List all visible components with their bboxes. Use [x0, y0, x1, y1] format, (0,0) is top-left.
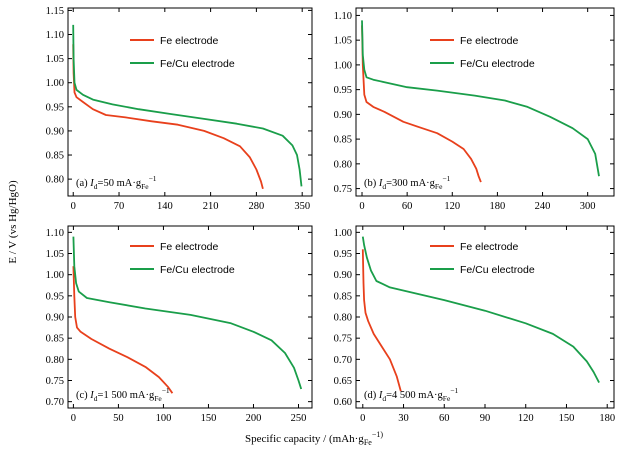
y-tick-label: 1.10	[334, 11, 352, 22]
y-tick-label: 0.90	[334, 110, 352, 121]
y-tick-label: 0.70	[334, 355, 352, 366]
series-line-fecu	[361, 236, 600, 384]
y-tick-label: 0.90	[334, 270, 352, 281]
y-tick-label: 0.95	[334, 85, 352, 96]
y-tick-label: 1.10	[46, 30, 64, 41]
panel-1: 0 60 120 180 240 300 0.75 0.80 0.85 0.90 0.95 1.00 1…	[334, 7, 615, 212]
series-line-fecu	[72, 236, 303, 390]
x-tick-label: 60	[439, 413, 450, 424]
y-tick-label: 1.05	[46, 54, 64, 65]
y-tick-label: 0.75	[334, 184, 352, 195]
y-tick-label: 0.80	[334, 159, 352, 170]
legend-label: Fe/Cu electrode	[460, 264, 535, 276]
series-line-fe	[72, 44, 264, 190]
x-tick-label: 0	[360, 413, 365, 424]
x-tick-label: 280	[249, 201, 265, 212]
series-line-fecu	[72, 24, 303, 187]
x-tick-label: 0	[359, 201, 364, 212]
x-tick-label: 0	[71, 201, 76, 212]
y-tick-label: 0.75	[334, 334, 352, 345]
y-tick-label: 0.80	[334, 313, 352, 324]
x-tick-label: 150	[559, 413, 575, 424]
y-tick-label: 0.85	[334, 291, 352, 302]
x-tick-label: 60	[402, 201, 413, 212]
x-tick-label: 70	[114, 201, 125, 212]
y-tick-label: 0.85	[46, 334, 64, 345]
legend-label: Fe/Cu electrode	[460, 58, 535, 70]
x-tick-label: 200	[246, 413, 262, 424]
x-tick-label: 250	[291, 413, 307, 424]
panel-label: (d) Id=4 500 mA·gFe−1	[364, 386, 459, 403]
panel-2: 0 50 100 150 200 250 0.70 0.75 0.80 0.85 0.90 0.95 1…	[46, 225, 313, 424]
panel-label: (b) Id=300 mA·gFe−1	[364, 174, 451, 191]
y-tick-label: 0.85	[46, 151, 64, 162]
x-tick-label: 300	[580, 201, 596, 212]
x-tick-label: 350	[294, 201, 310, 212]
y-tick-label: 0.75	[46, 376, 64, 387]
legend-label: Fe/Cu electrode	[160, 264, 235, 276]
panel-label: (c) Id=1 500 mA·gFe−1	[76, 386, 170, 403]
y-axis-title: E / V (vs Hg/HgO)	[7, 180, 19, 264]
y-tick-label: 0.95	[46, 102, 64, 113]
legend-label: Fe electrode	[160, 241, 219, 253]
y-tick-label: 1.10	[46, 228, 64, 239]
legend-label: Fe electrode	[460, 241, 519, 253]
y-tick-label: 1.00	[46, 78, 64, 89]
x-axis-title: Specific capacity / (mAh·gFe−1)	[245, 430, 383, 447]
x-tick-label: 150	[201, 413, 217, 424]
y-tick-label: 0.60	[334, 397, 352, 408]
plot-frame	[355, 7, 615, 197]
y-tick-label: 0.80	[46, 175, 64, 186]
x-tick-label: 180	[599, 413, 615, 424]
panel-3: 0 30 60 90 120 150 180 0.60 0.65 0.70 0.75 0.80 0.85…	[334, 225, 615, 424]
y-tick-label: 0.95	[46, 291, 64, 302]
legend-label: Fe electrode	[460, 35, 519, 47]
y-tick-label: 1.05	[46, 249, 64, 260]
x-tick-label: 140	[157, 201, 173, 212]
plot-frame	[67, 7, 313, 197]
series-line-fe	[72, 266, 174, 394]
panel-label: (a) Id=50 mA·gFe−1	[76, 174, 157, 191]
panel-0: 0 70 140 210 280 350 0.80 0.85 0.90 0.95 1.00 1.05 1…	[46, 6, 313, 212]
x-tick-label: 120	[518, 413, 534, 424]
x-tick-label: 120	[444, 201, 460, 212]
x-tick-label: 210	[203, 201, 219, 212]
y-tick-label: 1.00	[46, 270, 64, 281]
legend-label: Fe electrode	[160, 35, 219, 47]
x-tick-label: 100	[156, 413, 172, 424]
x-tick-label: 180	[490, 201, 506, 212]
x-tick-label: 30	[398, 413, 409, 424]
series-line-fecu	[361, 20, 600, 177]
series-line-fe	[361, 25, 482, 183]
x-tick-label: 240	[535, 201, 551, 212]
x-tick-label: 50	[113, 413, 124, 424]
y-tick-label: 1.00	[334, 228, 352, 239]
y-tick-label: 0.80	[46, 355, 64, 366]
y-tick-label: 0.65	[334, 376, 352, 387]
x-tick-label: 0	[71, 413, 76, 424]
series-line-fe	[361, 249, 402, 392]
y-tick-label: 1.15	[46, 6, 64, 17]
plot-frame	[355, 225, 615, 409]
y-tick-label: 0.85	[334, 135, 352, 146]
x-tick-label: 90	[480, 413, 491, 424]
y-tick-label: 0.95	[334, 249, 352, 260]
y-tick-label: 1.05	[334, 36, 352, 47]
y-tick-label: 0.70	[46, 397, 64, 408]
y-tick-label: 0.90	[46, 313, 64, 324]
legend-label: Fe/Cu electrode	[160, 58, 235, 70]
plot-frame	[67, 225, 313, 409]
y-tick-label: 1.00	[334, 60, 352, 71]
y-tick-label: 0.90	[46, 126, 64, 137]
